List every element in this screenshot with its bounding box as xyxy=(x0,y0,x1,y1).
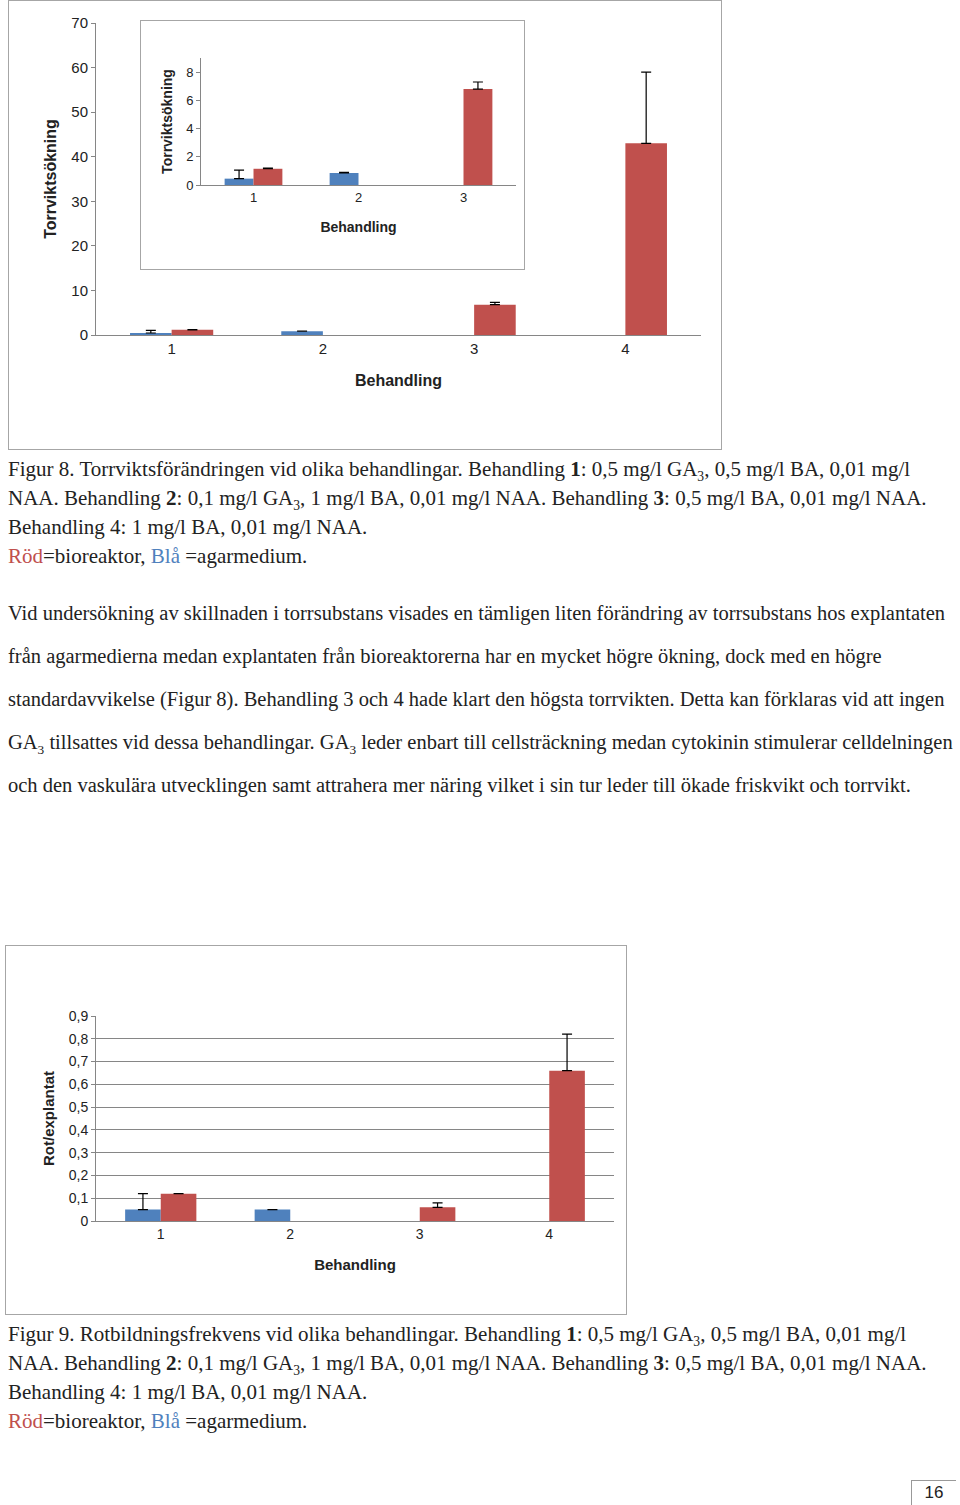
html-text:Vid undersökning av skillnaden: Vid undersökning av skillnaden i torrsub… xyxy=(8,602,953,796)
svg-text:0: 0 xyxy=(80,1213,88,1229)
svg-text:3: 3 xyxy=(460,190,467,205)
svg-text:2: 2 xyxy=(355,190,362,205)
svg-text:60: 60 xyxy=(71,59,88,76)
svg-text:1: 1 xyxy=(167,340,175,357)
svg-text:4: 4 xyxy=(621,340,629,357)
svg-text:0: 0 xyxy=(186,178,193,193)
svg-text:70: 70 xyxy=(71,14,88,31)
svg-text:30: 30 xyxy=(71,193,88,210)
svg-text:Torrviktsökning: Torrviktsökning xyxy=(159,69,175,174)
svg-text:2: 2 xyxy=(319,340,327,357)
svg-text:4: 4 xyxy=(545,1226,553,1242)
svg-text:0,9: 0,9 xyxy=(69,1008,89,1024)
svg-text:Behandling: Behandling xyxy=(314,1256,396,1273)
svg-text:Rot/explantat: Rot/explantat xyxy=(40,1071,57,1166)
svg-text:20: 20 xyxy=(71,237,88,254)
svg-text:0,1: 0,1 xyxy=(69,1190,89,1206)
svg-text:0,2: 0,2 xyxy=(69,1167,89,1183)
html-text:Figur 9. Rotbildningsfrekvens: Figur 9. Rotbildningsfrekvens vid olika … xyxy=(8,1322,927,1404)
svg-text:2: 2 xyxy=(186,149,193,164)
svg-text:1: 1 xyxy=(250,190,257,205)
svg-text:0,5: 0,5 xyxy=(69,1099,89,1115)
svg-text:50: 50 xyxy=(71,103,88,120)
svg-text:3: 3 xyxy=(416,1226,424,1242)
html-text:Röd =bioreaktor, Blå =agarmedi: Röd =bioreaktor, Blå =agarmedium. xyxy=(8,1409,308,1433)
svg-text:0,4: 0,4 xyxy=(69,1122,89,1138)
html-text:16: 16 xyxy=(924,1483,944,1502)
html-text:Figur 8. Torrviktsförändringen: Figur 8. Torrviktsförändringen vid olika… xyxy=(8,457,927,539)
svg-text:2: 2 xyxy=(286,1226,294,1242)
svg-text:Behandling: Behandling xyxy=(320,219,396,235)
svg-text:Torrviktsökning: Torrviktsökning xyxy=(42,119,59,239)
svg-text:0: 0 xyxy=(80,326,88,343)
svg-text:0,7: 0,7 xyxy=(69,1053,89,1069)
svg-text:3: 3 xyxy=(470,340,478,357)
svg-text:1: 1 xyxy=(157,1226,165,1242)
svg-text:8: 8 xyxy=(186,65,193,80)
svg-text:40: 40 xyxy=(71,148,88,165)
svg-text:6: 6 xyxy=(186,93,193,108)
svg-text:0,6: 0,6 xyxy=(69,1076,89,1092)
svg-text:0,3: 0,3 xyxy=(69,1145,89,1161)
svg-text:Behandling: Behandling xyxy=(355,372,442,389)
html-text:Röd =bioreaktor, Blå =agarmedi: Röd =bioreaktor, Blå =agarmedium. xyxy=(8,544,308,568)
svg-text:4: 4 xyxy=(186,121,193,136)
svg-text:10: 10 xyxy=(71,282,88,299)
svg-text:0,8: 0,8 xyxy=(69,1031,89,1047)
